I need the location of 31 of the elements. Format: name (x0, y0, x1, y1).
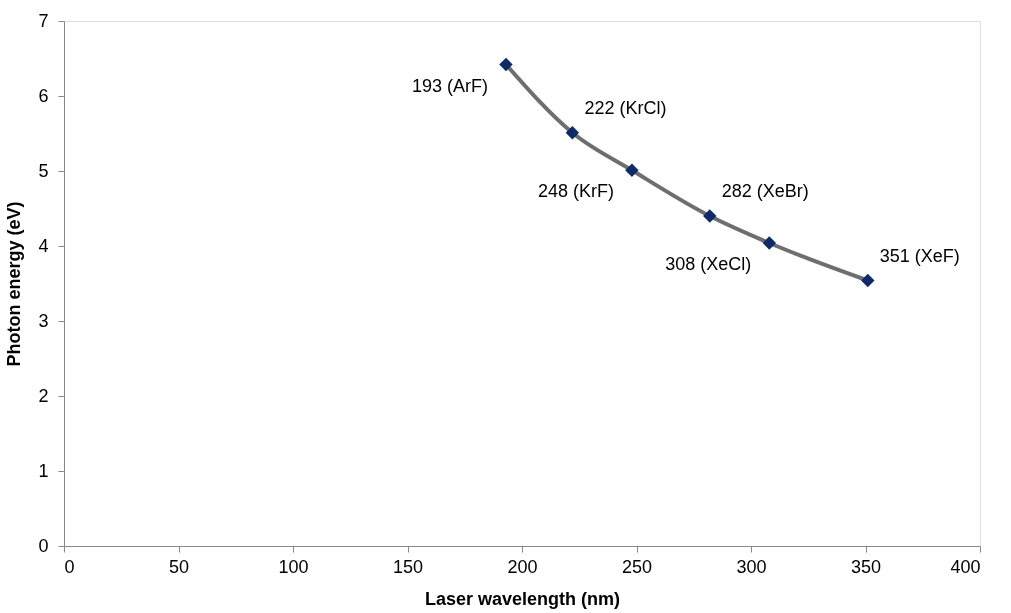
annotation: 308 (XeCl) (665, 254, 752, 274)
x-axis-title: Laser wavelength (nm) (424, 588, 621, 609)
annotation: 222 (KrCl) (584, 97, 667, 118)
y-tick-label: 6 (38, 85, 49, 106)
y-tick-label: 3 (38, 310, 49, 331)
point (703, 209, 717, 223)
annotation: 248 (KrF) (537, 181, 614, 202)
y-tick-label: 1 (38, 460, 49, 481)
x-tick-label: 300 (736, 556, 767, 577)
point (762, 236, 777, 250)
point (499, 57, 513, 72)
point (861, 273, 875, 288)
point (565, 126, 580, 140)
x-tick-label: 50 (168, 556, 190, 577)
y-tick-label: 4 (38, 235, 49, 256)
y-axis-title: Photon energy (eV) (4, 201, 25, 367)
x-tick-label: 400 (950, 556, 981, 577)
y-tick-label: 0 (38, 535, 49, 556)
annotation: 351 (XeF) (879, 245, 960, 266)
x-tick-label: 150 (392, 556, 424, 577)
x-tick-label: 0 (64, 556, 75, 577)
annotation: 282 (XeBr) (721, 181, 809, 201)
point (625, 163, 639, 177)
x-tick-label: 200 (507, 556, 538, 577)
y-tick-label: 2 (38, 385, 49, 406)
x-tick-label: 100 (278, 556, 309, 577)
y-tick-label: 5 (38, 160, 49, 181)
x-tick-label: 350 (850, 556, 882, 577)
annotation: 193 (ArF) (411, 75, 488, 96)
x-tick-label: 250 (621, 556, 653, 577)
y-tick-label: 7 (38, 10, 49, 31)
